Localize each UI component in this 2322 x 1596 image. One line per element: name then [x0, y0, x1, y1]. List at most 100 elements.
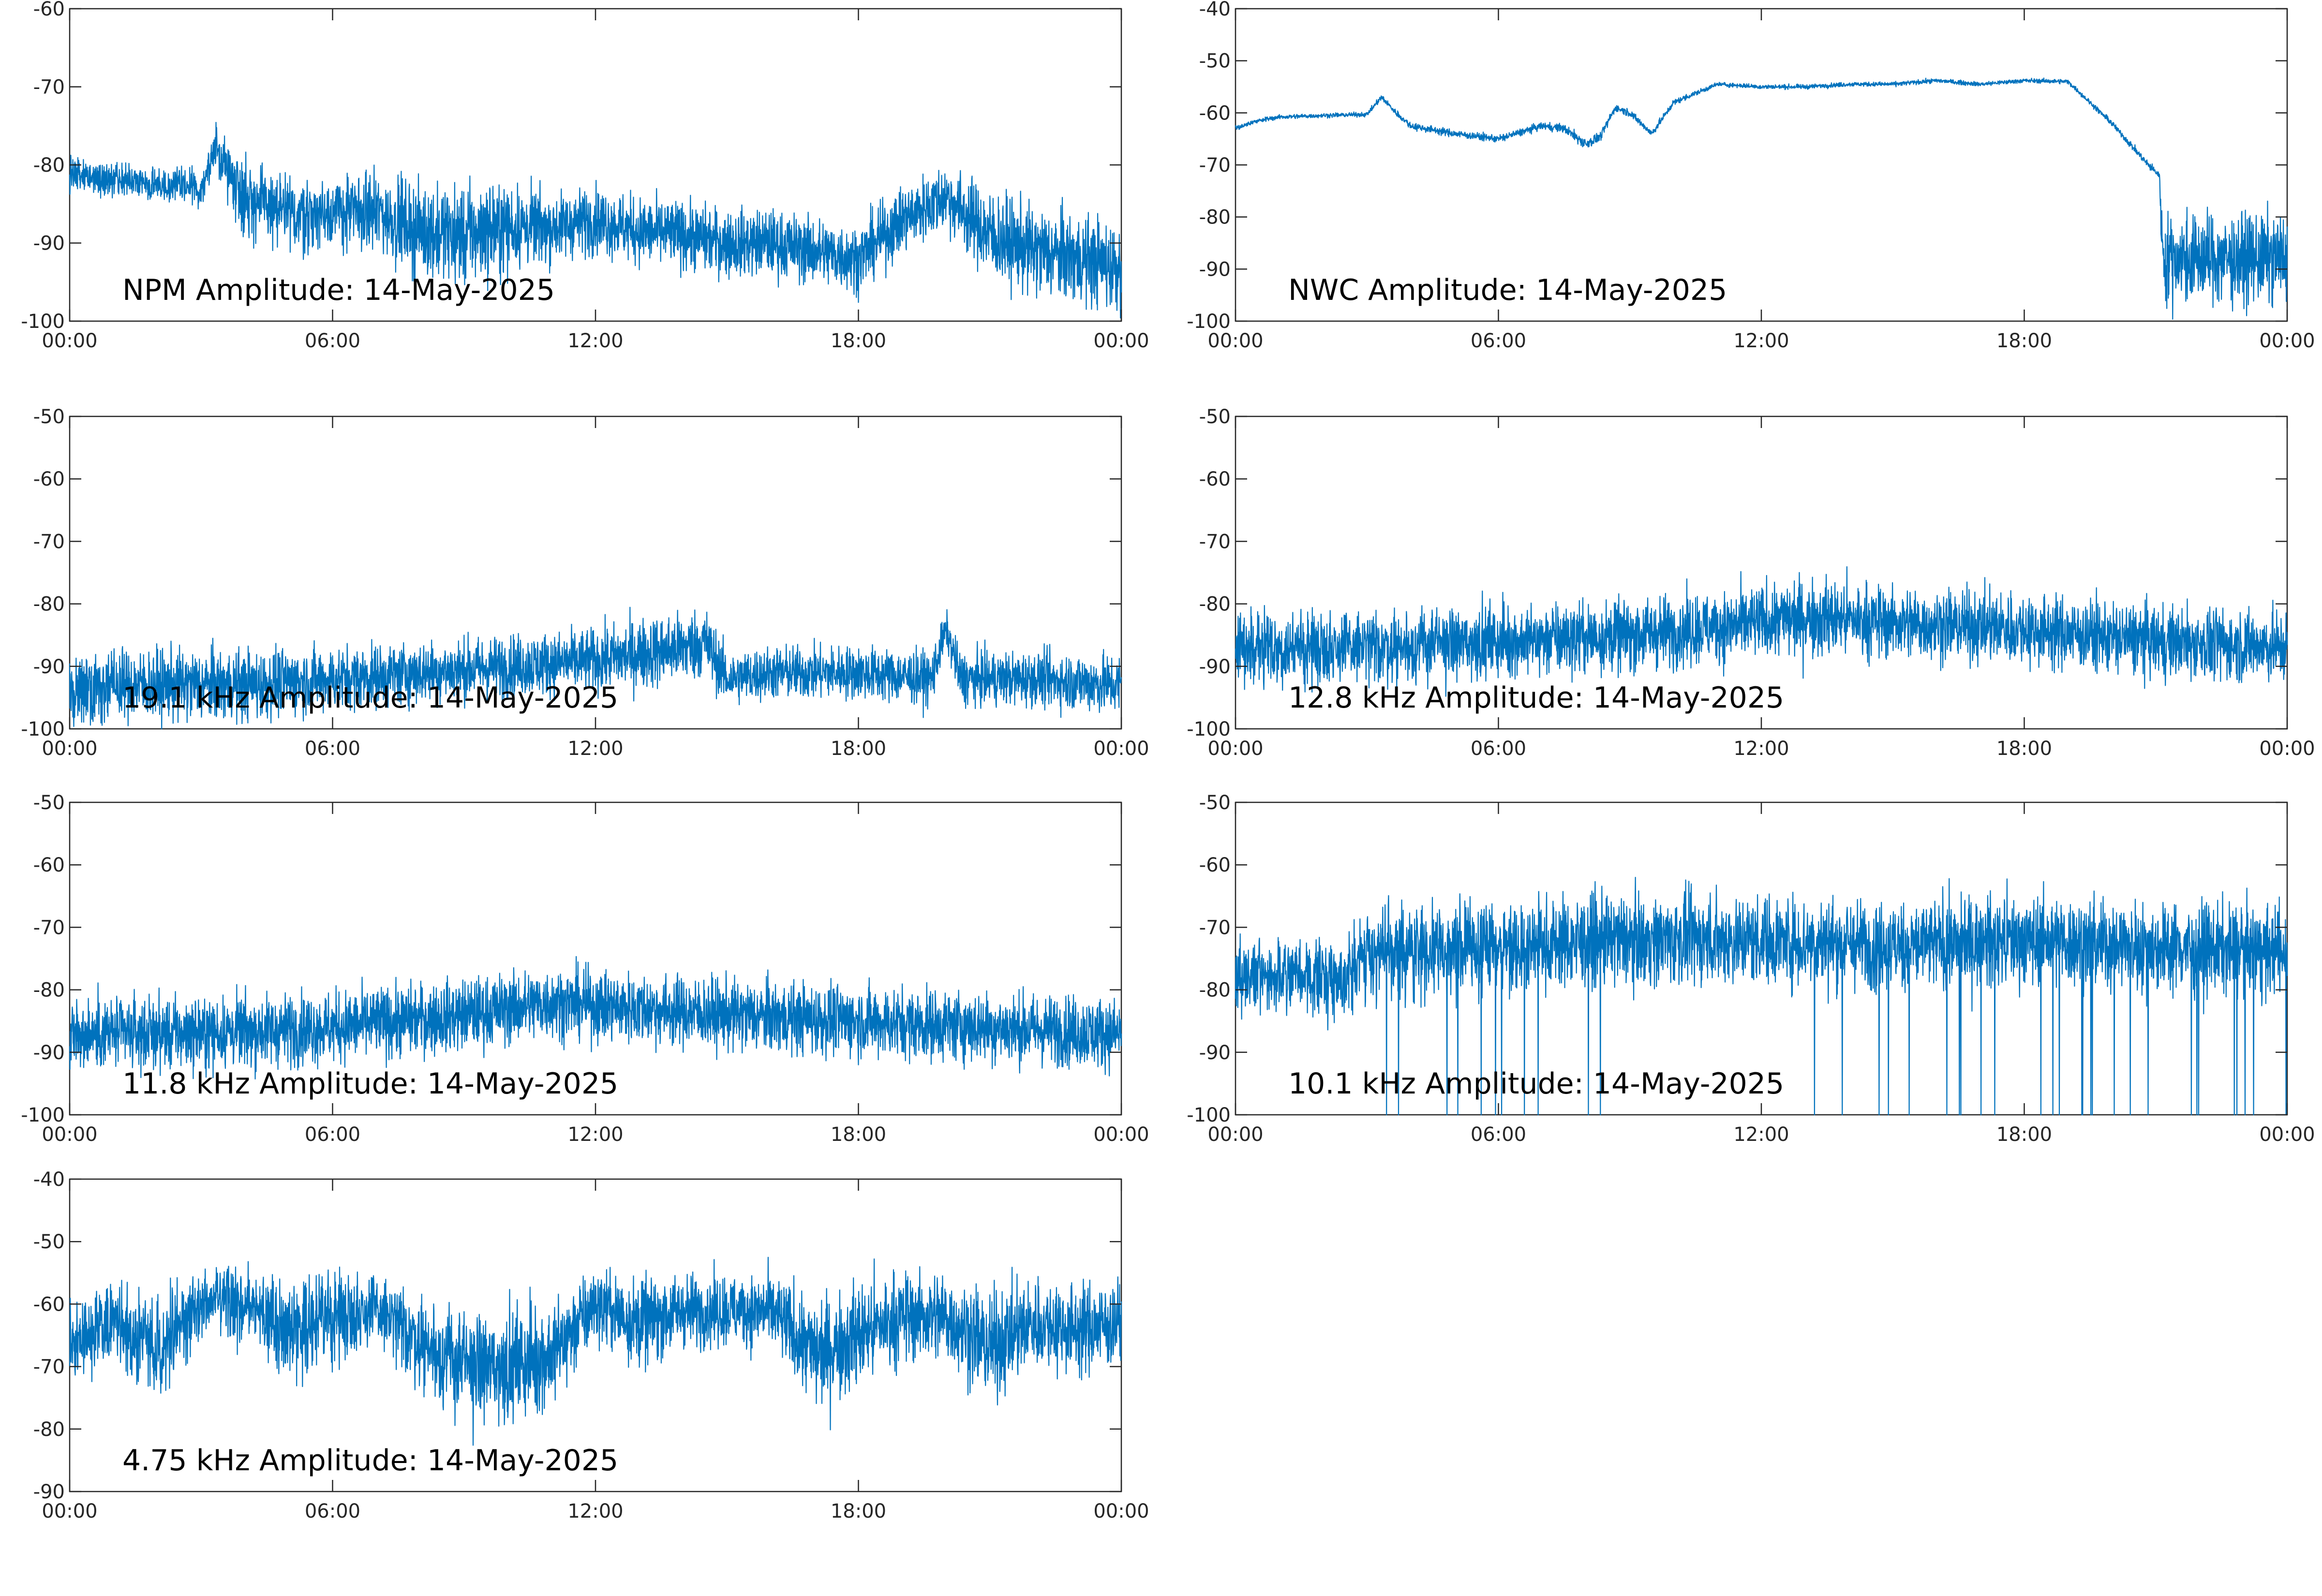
panel-title: NWC Amplitude: 14-May-2025 — [1288, 273, 1727, 307]
y-tick-label: -70 — [1199, 916, 1231, 939]
x-tick-label: 18:00 — [831, 330, 886, 352]
y-tick-label: -60 — [33, 468, 65, 490]
y-tick-label: -100 — [1187, 310, 1231, 333]
y-tick-label: -60 — [33, 0, 65, 20]
panel-title: 11.8 kHz Amplitude: 14-May-2025 — [122, 1067, 618, 1101]
x-tick-label: 00:00 — [1207, 738, 1263, 760]
amplitude-trace-layer — [69, 122, 1122, 319]
x-tick-label: 18:00 — [831, 738, 886, 760]
y-tick-label: -80 — [33, 593, 65, 616]
y-tick-label: -90 — [33, 1042, 65, 1064]
y-tick-label: -100 — [21, 1104, 65, 1126]
amplitude-trace-layer — [1235, 877, 2288, 1116]
plot-frame — [69, 8, 1122, 322]
y-tick-label: -80 — [1199, 979, 1231, 1002]
y-tick-label: -100 — [1187, 718, 1231, 740]
amplitude-series-line — [1235, 77, 2288, 320]
x-tick-label: 18:00 — [1996, 738, 2052, 760]
y-tick-label: -60 — [33, 854, 65, 876]
y-tick-label: -90 — [33, 1481, 65, 1503]
x-tick-label: 18:00 — [831, 1123, 886, 1146]
amplitude-series-line — [1235, 566, 2288, 697]
y-tick-label: -60 — [33, 1293, 65, 1315]
x-tick-label: 00:00 — [42, 738, 97, 760]
x-tick-label: 00:00 — [2259, 738, 2315, 760]
y-tick-label: -50 — [1199, 50, 1231, 73]
x-tick-label: 00:00 — [1093, 330, 1149, 352]
x-tick-label: 00:00 — [2259, 1123, 2315, 1146]
y-tick-label: -70 — [1199, 531, 1231, 553]
x-tick-label: 00:00 — [42, 330, 97, 352]
x-tick-label: 12:00 — [1733, 330, 1789, 352]
y-tick-label: -40 — [33, 1168, 65, 1191]
y-tick-label: -50 — [1199, 406, 1231, 428]
y-tick-label: -80 — [1199, 593, 1231, 616]
x-tick-label: 12:00 — [567, 738, 623, 760]
x-tick-label: 00:00 — [1093, 1123, 1149, 1146]
x-tick-label: 18:00 — [1996, 1123, 2052, 1146]
y-tick-label: -90 — [33, 233, 65, 255]
y-tick-label: -70 — [33, 531, 65, 553]
y-tick-label: -70 — [33, 76, 65, 99]
x-tick-label: 00:00 — [1093, 1500, 1149, 1522]
y-tick-label: -90 — [33, 656, 65, 678]
y-tick-label: -50 — [33, 1231, 65, 1253]
y-tick-label: -80 — [33, 154, 65, 177]
x-tick-label: 12:00 — [1733, 738, 1789, 760]
x-tick-label: 06:00 — [1471, 1123, 1526, 1146]
x-tick-label: 06:00 — [305, 1123, 360, 1146]
y-tick-label: -90 — [1199, 656, 1231, 678]
plot-frame — [1235, 8, 2288, 322]
x-tick-label: 18:00 — [1996, 330, 2052, 352]
y-tick-label: -100 — [1187, 1104, 1231, 1126]
x-tick-label: 18:00 — [831, 1500, 886, 1522]
y-tick-label: -70 — [33, 1356, 65, 1378]
panel-title: 10.1 kHz Amplitude: 14-May-2025 — [1288, 1067, 1784, 1101]
y-tick-label: -40 — [1199, 0, 1231, 20]
amplitude-trace-layer — [1235, 77, 2288, 320]
x-tick-label: 12:00 — [567, 330, 623, 352]
x-tick-label: 00:00 — [1207, 330, 1263, 352]
y-tick-label: -70 — [1199, 154, 1231, 177]
panel-title: 19.1 kHz Amplitude: 14-May-2025 — [122, 681, 618, 715]
panel-title: 12.8 kHz Amplitude: 14-May-2025 — [1288, 681, 1784, 715]
amplitude-series-line — [1235, 877, 2288, 1116]
amplitude-series-line — [69, 1256, 1122, 1446]
y-tick-label: -60 — [1199, 102, 1231, 124]
panel-title: 4.75 kHz Amplitude: 14-May-2025 — [122, 1444, 618, 1478]
y-tick-label: -80 — [1199, 207, 1231, 229]
x-tick-label: 00:00 — [2259, 330, 2315, 352]
x-tick-label: 00:00 — [42, 1123, 97, 1146]
y-tick-label: -90 — [1199, 258, 1231, 281]
y-tick-label: -50 — [33, 406, 65, 428]
y-tick-label: -80 — [33, 1419, 65, 1441]
x-tick-label: 06:00 — [305, 738, 360, 760]
x-tick-label: 00:00 — [1093, 738, 1149, 760]
y-tick-label: -100 — [21, 718, 65, 740]
x-tick-label: 06:00 — [1471, 330, 1526, 352]
amplitude-series-line — [69, 606, 1122, 730]
y-tick-label: -60 — [1199, 468, 1231, 490]
x-tick-label: 06:00 — [1471, 738, 1526, 760]
amplitude-trace-layer — [69, 606, 1122, 730]
y-tick-label: -50 — [1199, 792, 1231, 814]
amplitude-trace-layer — [69, 1256, 1122, 1446]
x-tick-label: 06:00 — [305, 330, 360, 352]
y-tick-label: -100 — [21, 310, 65, 333]
x-tick-label: 00:00 — [42, 1500, 97, 1522]
amplitude-trace-layer — [69, 956, 1122, 1079]
